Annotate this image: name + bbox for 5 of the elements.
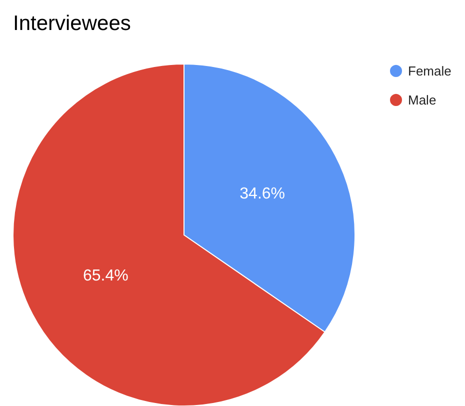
data-label: 65.4%: [82, 268, 128, 285]
data-label: 34.6%: [240, 185, 286, 202]
legend-label: Male: [408, 92, 436, 108]
chart-title: Interviewees: [13, 12, 131, 35]
legend-label: Female: [408, 64, 452, 78]
